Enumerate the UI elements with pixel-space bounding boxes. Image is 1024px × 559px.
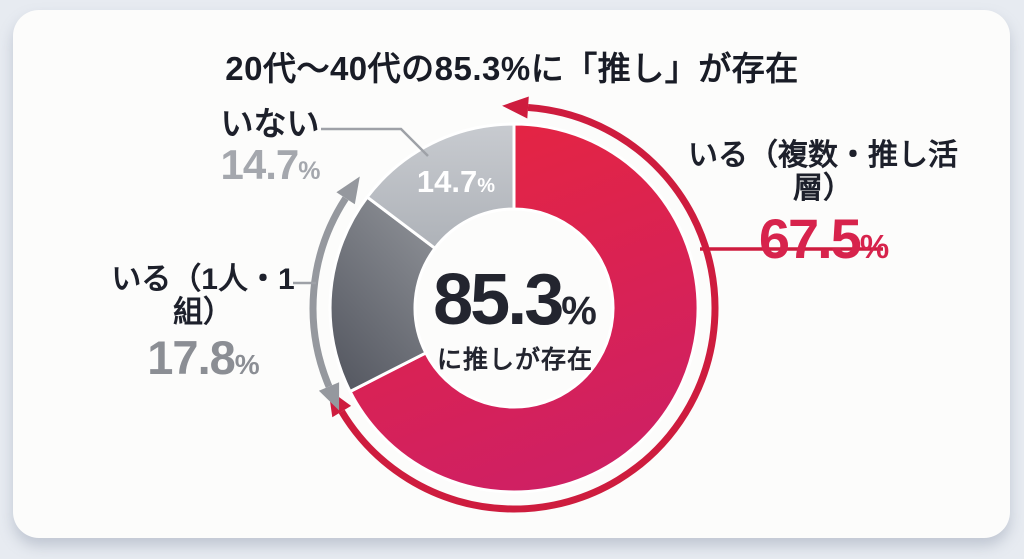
callout-iru-single-value: 17.8% bbox=[147, 331, 260, 384]
donut-center: 85.3% に推しが存在 bbox=[393, 264, 637, 376]
callout-inai-label: いない bbox=[220, 105, 320, 142]
segment-iru-single bbox=[328, 195, 437, 393]
callout-iru-multi: いる（複数・推し活層） 67.5% bbox=[678, 139, 968, 267]
span-arrow-arc-segment-iru-single bbox=[309, 196, 349, 388]
callout-inai-value: 14.7% bbox=[220, 141, 321, 189]
callout-inai: いない 14.7% bbox=[186, 105, 354, 189]
percent-sign: % bbox=[477, 175, 496, 197]
arrowhead-segment-iru-multi-start bbox=[502, 96, 529, 119]
segment-inai bbox=[365, 122, 516, 250]
callout-iru-multi-label: いる（複数・推し活層） bbox=[688, 139, 958, 205]
callout-iru-single: いる（1人・1組） 17.8% bbox=[90, 263, 316, 381]
donut-center-caption: に推しが存在 bbox=[436, 346, 593, 374]
donut-inner-value: 14.7% bbox=[416, 164, 496, 199]
arrowhead-segment-iru-single-start bbox=[318, 382, 340, 411]
span-arrow-arc-segment-iru-multi bbox=[338, 104, 719, 513]
callout-iru-multi-value: 67.5% bbox=[758, 207, 889, 270]
callout-iru-single-label: いる（1人・1組） bbox=[111, 263, 295, 329]
arrowhead-segment-iru-single-end bbox=[336, 176, 360, 205]
percent-sign: % bbox=[859, 228, 889, 265]
percent-sign: % bbox=[298, 157, 320, 186]
percent-sign: % bbox=[561, 289, 597, 333]
percent-sign: % bbox=[234, 349, 260, 380]
segment-iru-multi bbox=[348, 122, 700, 494]
chart-title: 20代〜40代の85.3%に「推し」が存在 bbox=[225, 50, 799, 87]
leader-line-inai bbox=[321, 127, 429, 157]
donut-center-value: 85.3% bbox=[433, 260, 597, 340]
